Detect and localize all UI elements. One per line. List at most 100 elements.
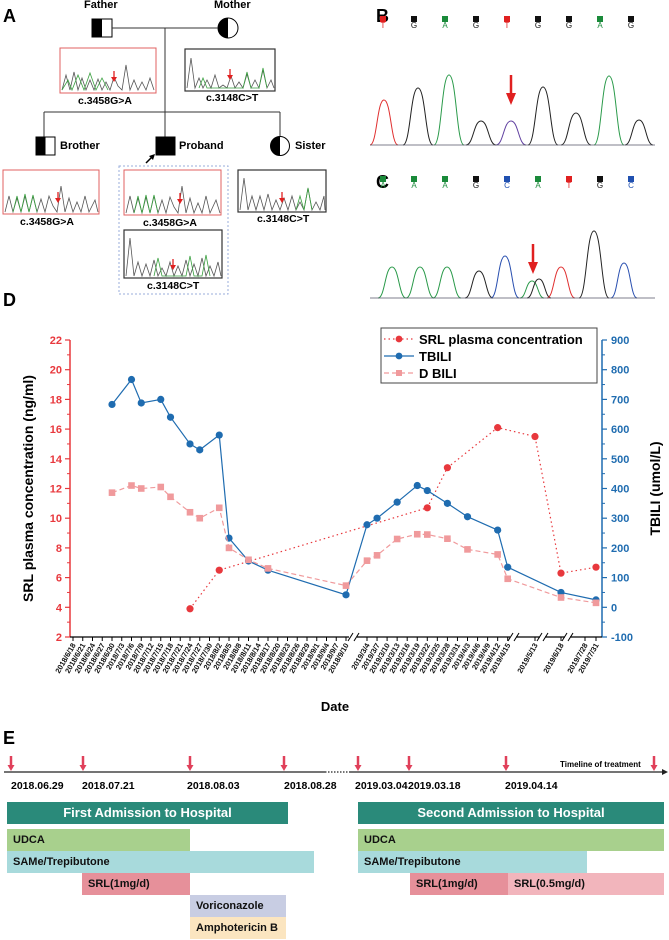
chart-legend: SRL plasma concentration TBILI D BILI <box>380 327 598 384</box>
second-same-bar: SAMe/Trepibutone <box>358 851 587 873</box>
sister-chromatogram <box>237 169 327 213</box>
panel-c-peak <box>432 266 462 299</box>
legend-marker <box>395 352 403 360</box>
data-point-srl-plasma-concentration <box>423 504 431 512</box>
panel-c-base-marker <box>473 176 479 182</box>
timeline-date-6: 2019.03.18 <box>408 780 461 792</box>
brother-symbol <box>35 136 56 156</box>
panel-b-peak <box>465 120 497 146</box>
data-point-tbili <box>373 514 381 522</box>
panel-c-peak <box>377 266 407 299</box>
proband-mutation-2-label: c.3148C>T <box>147 280 200 292</box>
data-point-srl-plasma-concentration <box>494 424 502 432</box>
legend-marker <box>396 370 402 376</box>
right-y-axis-title: TBILI (umol/L) <box>647 441 663 535</box>
data-point-srl-plasma-concentration <box>557 569 565 577</box>
data-point-d-bili <box>196 514 204 522</box>
panel-c-base-letter: A <box>380 181 386 190</box>
data-point-tbili <box>423 486 431 495</box>
left-y-tick-label: 16 <box>50 424 62 436</box>
right-y-tick-label: 500 <box>611 454 629 466</box>
panel-b-peak <box>369 99 399 146</box>
data-point-tbili <box>157 395 165 403</box>
panel-c-base-letter: C <box>504 181 510 190</box>
second-srl-1mg-bar: SRL(1mg/d) <box>410 873 508 895</box>
right-y-tick-label: 800 <box>611 365 629 377</box>
data-point-d-bili <box>128 482 135 489</box>
panel-c-base-marker <box>628 176 634 182</box>
timeline-arrow-head-icon <box>650 765 658 771</box>
data-point-srl-plasma-concentration <box>215 566 223 574</box>
axis-break-mark <box>567 632 574 642</box>
panel-b-base-letter: G <box>566 21 572 30</box>
father-symbol <box>91 18 113 38</box>
data-point-tbili <box>186 440 194 448</box>
panel-b-base-letter: T <box>505 21 510 30</box>
brother-mutation-label: c.3458G>A <box>20 216 74 228</box>
panel-c-base-marker <box>597 176 603 182</box>
first-srl-bar: SRL(1mg/d) <box>82 873 190 895</box>
panel-c-base-letter: G <box>473 181 479 190</box>
legend-box <box>380 327 598 384</box>
timeline-title: Timeline of treatment <box>560 760 641 769</box>
data-point-d-bili <box>167 493 174 501</box>
proband-symbol <box>145 136 176 164</box>
data-point-d-bili <box>504 575 511 583</box>
panel-b-base-marker <box>442 16 448 22</box>
timeline-date-4: 2018.08.28 <box>284 780 337 792</box>
data-point-srl-plasma-concentration <box>443 464 451 472</box>
data-point-srl-plasma-concentration <box>592 563 600 571</box>
data-point-tbili <box>342 591 350 599</box>
right-y-tick-label: 200 <box>611 543 629 555</box>
axis-break-mark <box>353 632 360 642</box>
sister-symbol <box>270 136 290 156</box>
second-admission-bar: Second Admission to Hospital <box>358 802 664 824</box>
legend-marker <box>395 335 403 343</box>
timeline-arrow-head-icon <box>280 765 288 771</box>
panel-b-base-letter: G <box>535 21 541 30</box>
sister-mutation-label: c.3148C>T <box>257 213 310 225</box>
panel-b-peak <box>495 120 527 146</box>
brother-label: Brother <box>60 140 100 152</box>
axis-break-mark <box>513 632 520 642</box>
timeline-arrow-head-icon <box>354 765 362 771</box>
data-point-d-bili <box>137 485 145 492</box>
left-y-tick-label: 2 <box>56 632 62 644</box>
data-point-tbili <box>108 400 116 409</box>
father-label: Father <box>84 0 118 11</box>
data-point-d-bili <box>373 552 381 559</box>
panel-c-base-letter: C <box>628 181 634 190</box>
timeline-panel: Timeline of treatment <box>0 740 669 940</box>
panel-b-peak <box>402 87 434 146</box>
left-y-tick-label: 4 <box>56 602 63 614</box>
data-point-tbili <box>215 431 223 439</box>
sister-label: Sister <box>295 140 326 152</box>
panel-c-base-marker <box>380 176 386 182</box>
panel-b-peak <box>593 75 625 146</box>
left-y-tick-label: 20 <box>50 365 62 377</box>
data-point-tbili <box>166 413 175 421</box>
timeline-arrow-head-icon <box>79 765 87 771</box>
timeline-date-7: 2019.04.14 <box>505 780 558 792</box>
panel-c-base-letter: T <box>567 181 572 190</box>
x-tick-label: 2019/6/18 <box>541 642 565 675</box>
second-udca-bar: UDCA <box>358 829 664 851</box>
data-point-srl-plasma-concentration <box>186 605 194 613</box>
panel-c-base-letter: G <box>597 181 603 190</box>
mother-chromatogram <box>184 48 276 92</box>
data-point-tbili <box>504 563 512 571</box>
series-line-d-bili <box>111 484 597 604</box>
panel-b-base-marker <box>628 16 634 22</box>
panel-c-base-marker <box>566 176 572 182</box>
panel-b-base-letter: A <box>442 21 448 30</box>
data-point-d-bili <box>592 599 600 607</box>
panel-c-peak <box>405 266 435 299</box>
timeline-arrow-head-icon <box>405 765 413 771</box>
legend-label: D BILI <box>419 366 457 381</box>
data-point-d-bili <box>363 557 371 564</box>
data-point-tbili <box>196 446 204 454</box>
panel-b-base-marker <box>535 16 541 22</box>
timeline-date-2: 2018.07.21 <box>82 780 135 792</box>
panel-c-peak <box>490 255 520 299</box>
